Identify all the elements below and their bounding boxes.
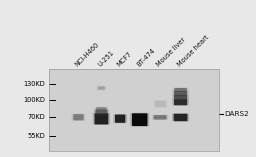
Text: Mouse liver: Mouse liver — [156, 36, 187, 68]
FancyBboxPatch shape — [173, 88, 189, 92]
Text: MCF7: MCF7 — [116, 50, 133, 68]
FancyBboxPatch shape — [132, 113, 147, 126]
Text: 100KD: 100KD — [23, 97, 45, 103]
FancyBboxPatch shape — [152, 115, 168, 120]
FancyBboxPatch shape — [98, 86, 105, 89]
FancyBboxPatch shape — [71, 114, 85, 121]
FancyBboxPatch shape — [130, 113, 149, 127]
Text: 70KD: 70KD — [27, 114, 45, 120]
FancyBboxPatch shape — [172, 99, 189, 106]
FancyBboxPatch shape — [95, 110, 108, 114]
FancyBboxPatch shape — [155, 101, 166, 107]
Text: NCI-H460: NCI-H460 — [74, 41, 101, 68]
Text: Mouse heart: Mouse heart — [176, 34, 210, 68]
FancyBboxPatch shape — [96, 107, 106, 111]
FancyBboxPatch shape — [96, 87, 106, 91]
Text: 130KD: 130KD — [24, 81, 45, 87]
Text: DARS2: DARS2 — [224, 111, 249, 117]
FancyBboxPatch shape — [153, 100, 167, 108]
FancyBboxPatch shape — [174, 114, 187, 121]
FancyBboxPatch shape — [94, 109, 109, 115]
FancyBboxPatch shape — [113, 114, 127, 123]
FancyBboxPatch shape — [73, 114, 84, 120]
Text: 55KD: 55KD — [27, 133, 45, 139]
FancyBboxPatch shape — [172, 95, 189, 100]
FancyBboxPatch shape — [174, 99, 187, 105]
FancyBboxPatch shape — [98, 87, 105, 90]
FancyBboxPatch shape — [172, 91, 189, 96]
FancyBboxPatch shape — [96, 86, 106, 89]
FancyBboxPatch shape — [174, 95, 187, 100]
FancyBboxPatch shape — [154, 115, 167, 119]
Text: U-251: U-251 — [97, 49, 115, 68]
FancyBboxPatch shape — [94, 113, 108, 125]
FancyBboxPatch shape — [94, 107, 108, 111]
FancyBboxPatch shape — [93, 113, 110, 125]
Text: BT-474: BT-474 — [135, 47, 156, 68]
FancyBboxPatch shape — [174, 88, 187, 92]
FancyBboxPatch shape — [174, 91, 187, 95]
FancyBboxPatch shape — [172, 113, 189, 122]
FancyBboxPatch shape — [115, 115, 125, 123]
